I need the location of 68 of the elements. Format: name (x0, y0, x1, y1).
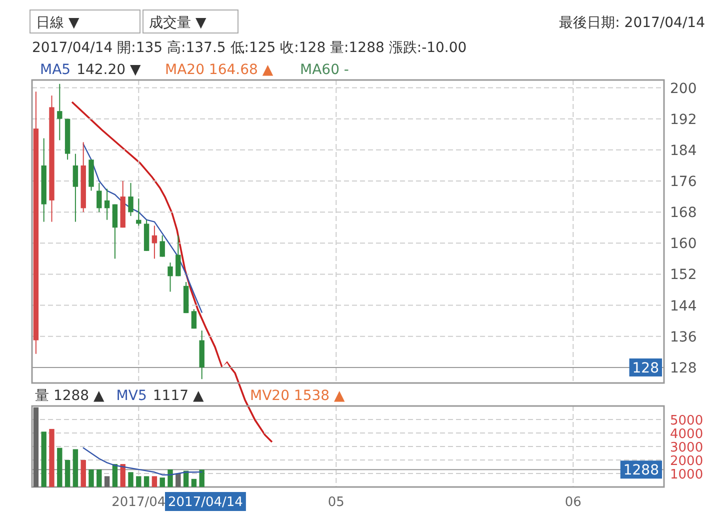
line-series (82, 447, 202, 476)
y-tick-label: 176 (670, 174, 697, 190)
y-tick-label: 152 (670, 267, 697, 284)
bar (112, 464, 118, 487)
y-tick-label: 5000 (670, 414, 704, 428)
y-tick-label: 184 (670, 142, 697, 159)
text: 1117 ▲ (152, 388, 204, 404)
chart-title: 最後日期: 2017/04/14 (559, 15, 706, 31)
bar (191, 478, 197, 487)
candlestick (96, 182, 102, 213)
line-series (82, 143, 202, 313)
text: 成交量 ▼ (149, 15, 206, 31)
bar (176, 474, 181, 487)
text: 142.20 ▼ (76, 62, 142, 78)
text: MV5 (116, 388, 147, 404)
bar (72, 449, 78, 487)
candlestick (160, 234, 165, 258)
candlestick (152, 225, 158, 260)
y-tick-label: 3000 (670, 440, 704, 456)
candlestick (176, 234, 181, 277)
x-tick-label: 06 (564, 495, 582, 510)
text: 量 1288 ▲ (35, 388, 105, 404)
candlestick (112, 204, 118, 260)
y-tick-label: 2000 (670, 454, 704, 469)
text: MV20 1538 ▲ (250, 388, 345, 404)
bar (88, 469, 94, 487)
candlestick (128, 182, 134, 216)
bar (120, 464, 126, 487)
bar (199, 470, 204, 487)
x-tick-label: 05 (328, 495, 344, 510)
bar (41, 432, 46, 487)
x-tick-label: 2017/04 (112, 495, 166, 510)
candlestick (191, 308, 197, 330)
text: MA20 164.68 ▲ (165, 62, 274, 78)
y-tick-label: 160 (670, 236, 697, 252)
text: 2017/04/14 (168, 495, 243, 510)
bar (152, 476, 158, 487)
bar (144, 476, 150, 487)
bar (33, 407, 39, 487)
y-tick-label: 144 (670, 298, 697, 314)
text: MA5 (40, 62, 71, 78)
bar (168, 469, 173, 487)
candlestick (168, 262, 173, 292)
candlestick (104, 188, 110, 220)
bar (128, 472, 134, 487)
ref-line-label: 128 (632, 360, 659, 376)
text: MA60 - (300, 62, 349, 78)
y-tick-label: 1000 (670, 468, 704, 482)
bar (136, 476, 142, 487)
candlestick (72, 153, 78, 222)
y-tick-label: 136 (670, 329, 697, 346)
chart-subtitle: 2017/04/14 開:135 高:137.5 低:125 收:128 量:1288 漲跌:-10.00 (32, 40, 467, 56)
y-tick-label: 168 (670, 205, 697, 222)
bar (49, 428, 54, 487)
bar (80, 460, 86, 487)
y-tick-label: 200 (670, 80, 697, 97)
y-tick-label: 4000 (670, 427, 704, 442)
bar (96, 469, 102, 487)
candlestick (136, 198, 142, 226)
y-tick-label: 128 (670, 360, 697, 376)
bar (160, 478, 165, 487)
text: 日線 ▼ (36, 15, 80, 31)
bar (57, 448, 62, 487)
y-tick-label: 192 (670, 112, 697, 128)
bar (64, 460, 70, 487)
bar (104, 476, 110, 487)
ref-line-label: 1288 (623, 462, 659, 479)
candlestick (57, 83, 62, 141)
